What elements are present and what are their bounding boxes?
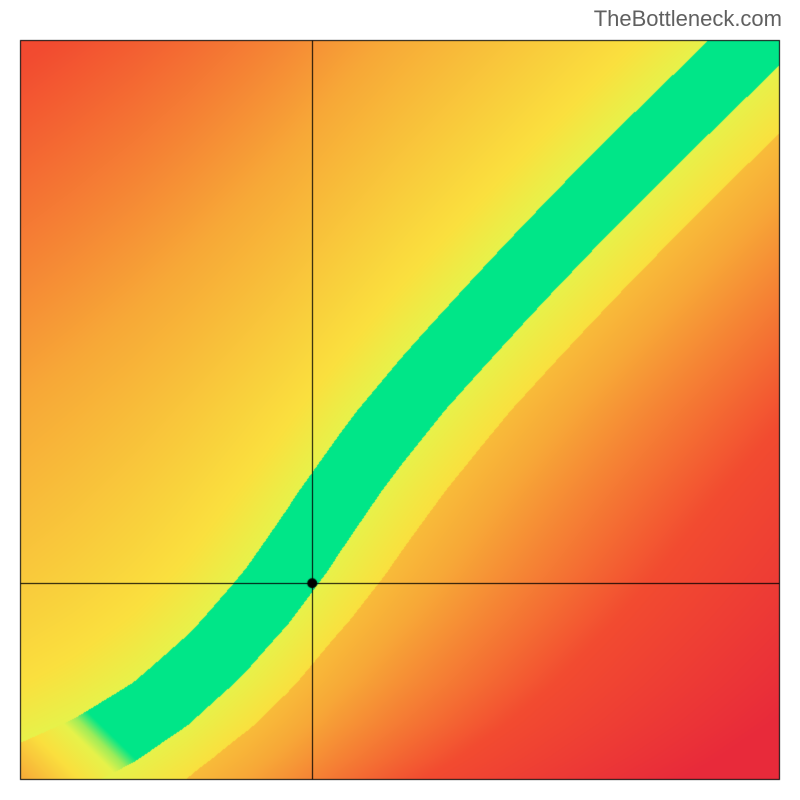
chart-container: TheBottleneck.com (0, 0, 800, 800)
bottleneck-heatmap (0, 0, 800, 800)
watermark-text: TheBottleneck.com (594, 6, 782, 32)
